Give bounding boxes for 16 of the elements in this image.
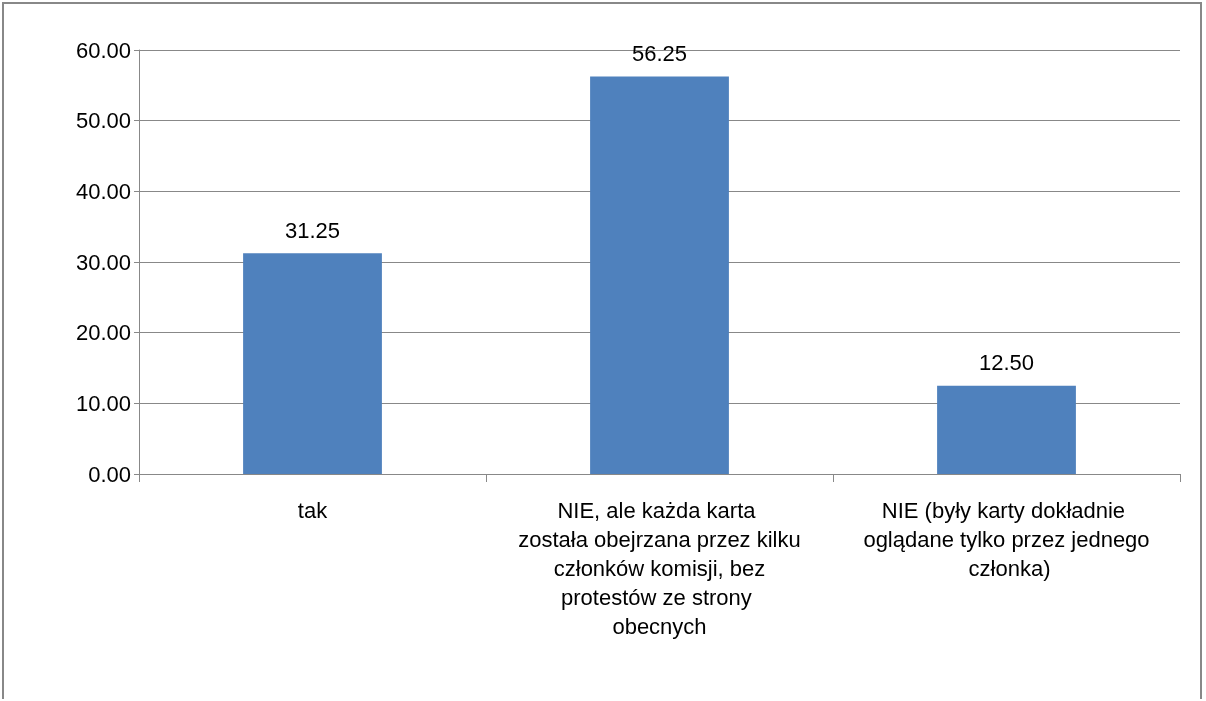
x-tick-label: NIE, ale każda karta została obejrzana przez kilku członków komisji, bez protestów ze strony obecnych xyxy=(518,498,801,639)
y-tick-label: 30.00 xyxy=(75,249,131,275)
bar xyxy=(937,385,1076,474)
bar xyxy=(590,76,729,474)
bar xyxy=(243,253,382,474)
y-tick-label: 40.00 xyxy=(75,178,131,204)
y-tick-label: 50.00 xyxy=(75,108,131,134)
x-tick-label: NIE (były karty dokładnie oglądane tylko przez jednego członka) xyxy=(863,498,1150,581)
y-tick-label: 20.00 xyxy=(75,320,131,346)
y-tick-label: 0.00 xyxy=(88,461,131,487)
x-tick-label: tak xyxy=(297,498,329,523)
data-label: 12.50 xyxy=(978,350,1035,376)
y-tick-label: 10.00 xyxy=(75,390,131,416)
data-label: 31.25 xyxy=(284,217,341,243)
data-label: 56.25 xyxy=(631,41,688,66)
y-tick-label: 60.00 xyxy=(75,37,131,63)
